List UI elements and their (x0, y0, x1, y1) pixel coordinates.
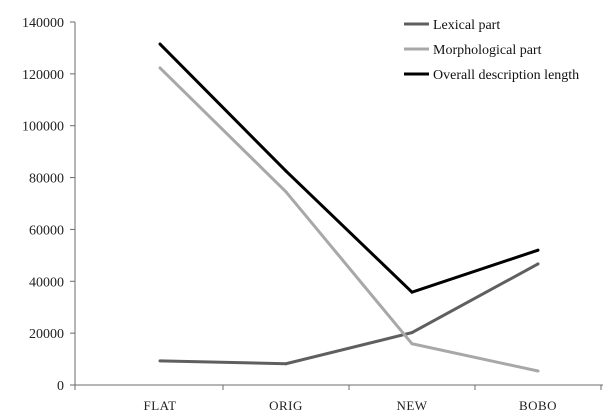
data-point (410, 290, 414, 294)
legend-label: Morphological part (433, 43, 542, 58)
x-tick-label: ORIG (269, 398, 303, 413)
x-tick-label: FLAT (143, 398, 176, 413)
data-point (536, 369, 540, 373)
data-point (410, 342, 414, 346)
data-point (284, 362, 288, 366)
series-lines (158, 42, 540, 373)
axes (70, 21, 603, 390)
y-tick-label: 0 (57, 379, 64, 394)
x-tick-labels: FLAT ORIG NEW BOBO (143, 398, 557, 413)
series-line-2 (158, 42, 539, 294)
y-tick-labels: 0 20000 40000 60000 80000 100000 120000 140000 (22, 16, 64, 394)
data-point (158, 359, 162, 363)
data-point (536, 248, 540, 252)
x-tick-label: BOBO (519, 398, 557, 413)
y-tick-label: 20000 (29, 327, 64, 342)
data-point (536, 262, 540, 266)
data-point (158, 66, 162, 70)
y-tick-label: 60000 (29, 223, 64, 238)
series-line-0 (159, 262, 539, 366)
legend-label: Lexical part (433, 18, 500, 33)
data-point (158, 42, 162, 46)
x-tick-label: NEW (396, 398, 427, 413)
y-tick-label: 100000 (22, 120, 64, 135)
legend-label: Overall description length (433, 68, 579, 83)
data-point (284, 190, 288, 194)
data-point (284, 169, 288, 173)
legend: Lexical part Morphological part Overall de… (404, 18, 579, 83)
y-tick-label: 40000 (29, 275, 64, 290)
series-line-1 (158, 66, 539, 373)
y-tick-label: 120000 (22, 68, 64, 83)
y-tick-label: 80000 (29, 172, 64, 187)
y-tick-label: 140000 (22, 16, 64, 31)
data-point (410, 331, 414, 335)
